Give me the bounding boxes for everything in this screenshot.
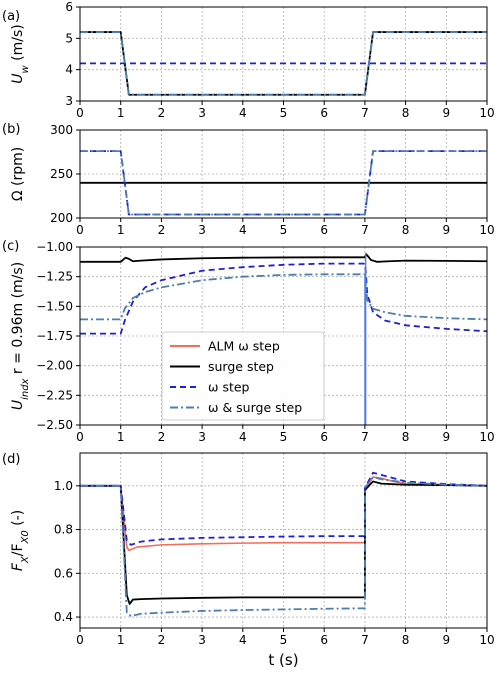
y-tick-label: −2.00	[36, 359, 73, 373]
series-line-surge	[80, 480, 487, 605]
x-tick-label: 0	[76, 223, 84, 237]
series-group	[80, 471, 487, 617]
x-tick-label: 9	[442, 106, 450, 120]
y-tick-label: 0.6	[54, 566, 73, 580]
y-axis-label: FX/FX0 (-)	[10, 510, 31, 571]
legend-label: ω & surge step	[208, 400, 302, 415]
x-tick-label: 3	[198, 106, 206, 120]
x-tick-label: 10	[479, 223, 494, 237]
panel-2: 200 250 300 0 1 2 3 4 5 6 7 8 9 10 (b) Ω (rpm)	[2, 122, 495, 237]
y-tick-label: −1.50	[36, 299, 73, 313]
y-axis-label: Uw (m/s)	[10, 24, 31, 83]
series-line-alm	[364, 252, 367, 425]
x-tick-label: 1	[117, 223, 125, 237]
x-tick-label: 10	[479, 430, 494, 444]
x-tick-label: 5	[280, 633, 288, 647]
legend-box	[161, 331, 325, 421]
series-line-surge	[80, 253, 487, 263]
y-tick-label: 0.4	[54, 610, 73, 624]
y-tick-label: 3	[65, 94, 73, 108]
x-tick-label: 10	[479, 633, 494, 647]
y-tick-label: −2.25	[36, 388, 73, 402]
y-tick-label: −1.75	[36, 329, 73, 343]
axes-frame	[79, 6, 488, 102]
y-axis-label: Uindx r = 0.96m (m/s)	[10, 262, 31, 410]
x-tick-label: 6	[320, 633, 328, 647]
x-tick-label: 2	[158, 430, 166, 444]
x-tick-label: 6	[320, 106, 328, 120]
x-tick-label: 1	[117, 430, 125, 444]
y-tick-label: −1.00	[36, 240, 73, 254]
x-tick-label: 9	[442, 430, 450, 444]
x-tick-label: 8	[402, 106, 410, 120]
panel-label: (a)	[2, 9, 20, 24]
x-tick-label: 0	[76, 106, 84, 120]
y-tick-label: 200	[50, 211, 73, 225]
x-tick-label: 2	[158, 633, 166, 647]
x-tick-label: 7	[361, 430, 369, 444]
x-tick-label: 6	[320, 430, 328, 444]
x-tick-label: 4	[239, 223, 247, 237]
x-tick-label: 1	[117, 106, 125, 120]
x-tick-label: 7	[361, 633, 369, 647]
y-axis-label: Ω (rpm)	[10, 147, 26, 201]
x-tick-label: 7	[361, 106, 369, 120]
panel-4: 0.4 0.6 0.8 1.0 0 1 2 3 4 5 6 7 8 9 10 (d) FX/FX0 (-)	[2, 452, 495, 647]
x-tick-label: 6	[320, 223, 328, 237]
panel-label: (d)	[2, 452, 20, 467]
series-group	[80, 150, 487, 216]
x-tick-label: 4	[239, 106, 247, 120]
series-group	[80, 252, 487, 425]
series-line-omega_surge	[80, 150, 487, 216]
panel-3: −2.50 −2.25 −2.00 −1.75 −1.50 −1.25 −1.00 0 1 2 3 4…	[2, 239, 495, 444]
y-tick-label: −2.50	[36, 418, 73, 432]
series-line-omega_surge	[80, 273, 487, 321]
x-tick-label: 9	[442, 633, 450, 647]
y-tick-label: 5	[65, 31, 73, 45]
series-line-omega	[80, 262, 487, 335]
x-tick-label: 4	[239, 633, 247, 647]
legend-label: surge step	[208, 359, 274, 374]
x-tick-label: 8	[402, 223, 410, 237]
y-tick-label: 250	[50, 167, 73, 181]
series-line-omega	[80, 471, 487, 546]
legend: ALM ω step surge step ω step ω & surge step	[161, 331, 325, 421]
x-tick-label: 5	[280, 106, 288, 120]
x-tick-label: 7	[361, 223, 369, 237]
series-line-omega_surge	[80, 476, 487, 617]
x-tick-label: 5	[280, 430, 288, 444]
x-tick-label: 5	[280, 223, 288, 237]
y-tick-label: −1.25	[36, 270, 73, 284]
x-tick-label: 0	[76, 633, 84, 647]
x-tick-label: 3	[198, 430, 206, 444]
x-tick-label: 9	[442, 223, 450, 237]
y-tick-label: 6	[65, 0, 73, 14]
panel-label: (b)	[2, 122, 20, 137]
y-tick-label: 4	[65, 63, 73, 77]
x-tick-label: 4	[239, 430, 247, 444]
series-line-omega_surge	[80, 31, 487, 96]
y-tick-label: 1.0	[54, 479, 73, 493]
x-tick-label: 10	[479, 106, 494, 120]
x-tick-label: 8	[402, 430, 410, 444]
legend-label: ω step	[208, 380, 250, 395]
panel-label: (c)	[2, 239, 19, 254]
legend-label: ALM ω step	[208, 339, 280, 354]
x-tick-label: 2	[158, 106, 166, 120]
series-group	[80, 31, 487, 96]
x-tick-label: 3	[198, 223, 206, 237]
panel-1: 3 4 5 6 0 1 2 3 4 5 6 7 8 9 10 (a)Uw (m/s)	[2, 0, 495, 120]
y-tick-label: 0.8	[54, 523, 73, 537]
x-tick-label: 2	[158, 223, 166, 237]
y-tick-label: 300	[50, 123, 73, 137]
x-tick-label: 1	[117, 633, 125, 647]
x-tick-label: 3	[198, 633, 206, 647]
x-tick-label: 8	[402, 633, 410, 647]
x-tick-label: 0	[76, 430, 84, 444]
x-axis-label: t (s)	[268, 651, 298, 669]
